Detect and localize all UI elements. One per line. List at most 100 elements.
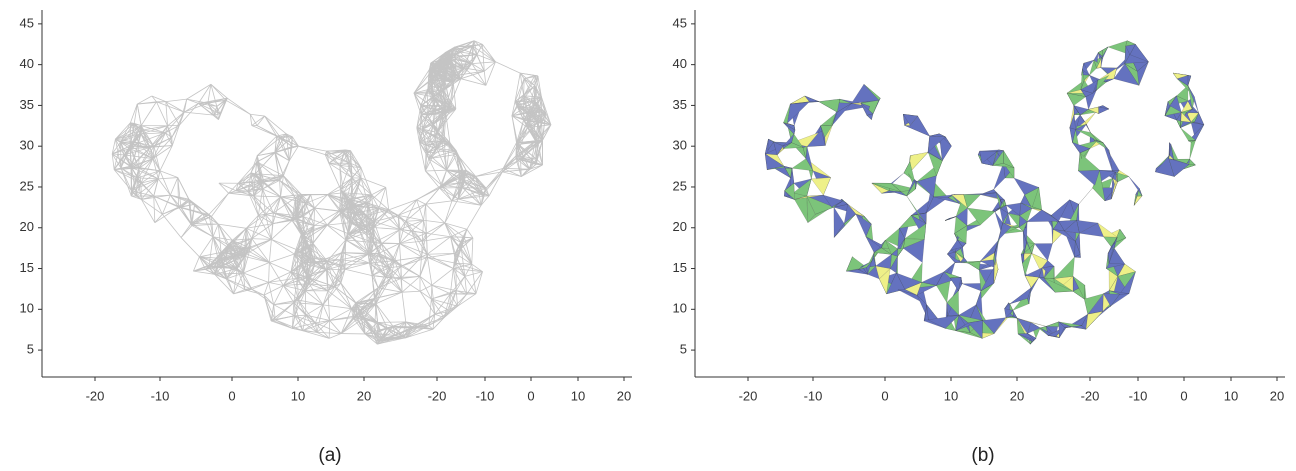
mesh-face: [1177, 120, 1181, 128]
mesh-face: [811, 178, 830, 196]
mesh-edge: [238, 162, 257, 183]
x-tick-label: 0: [228, 388, 235, 403]
mesh-edge: [226, 100, 250, 114]
mesh-edge: [402, 291, 420, 292]
mesh-edge: [432, 285, 451, 293]
x-tick-label: -10: [1129, 388, 1148, 403]
panel: 51015202530354045-20-1001020-20-1001020(…: [20, 10, 632, 466]
mesh-edge: [472, 238, 473, 264]
mesh-edge: [451, 237, 473, 238]
mesh-edge: [432, 285, 456, 290]
x-tick-label: 0: [881, 388, 888, 403]
mesh-edge: [474, 41, 482, 45]
y-tick-label: 30: [673, 138, 687, 153]
mesh-edge: [428, 258, 432, 286]
mesh-face: [1076, 129, 1098, 140]
mesh-edge: [386, 187, 389, 209]
x-tick-label: 20: [357, 388, 371, 403]
mesh-edge: [375, 277, 386, 298]
mesh-edge: [269, 254, 294, 263]
mesh-face: [1190, 140, 1196, 159]
mesh-edge: [382, 229, 401, 243]
mesh-face: [1025, 276, 1039, 288]
y-tick-label: 25: [20, 178, 34, 193]
mesh-edge: [329, 334, 341, 339]
caption: (a): [318, 445, 341, 466]
x-tick-label: 0: [1180, 388, 1187, 403]
mesh-edge: [166, 99, 187, 101]
mesh-edge: [495, 62, 520, 73]
mesh-edge: [401, 266, 402, 292]
mesh-edge: [162, 214, 181, 237]
mesh-edge: [170, 178, 177, 196]
mesh-face: [1078, 153, 1099, 171]
mesh-edge: [395, 244, 400, 261]
mesh-edge: [271, 239, 294, 254]
mesh-edge: [420, 276, 431, 299]
mesh-edge: [134, 104, 137, 123]
x-tick-label: 10: [1224, 388, 1238, 403]
mesh-edge: [137, 104, 141, 126]
y-tick-label: 40: [673, 56, 687, 71]
mesh-edge: [274, 305, 295, 316]
mesh-face: [1188, 75, 1191, 85]
mesh-edge: [462, 188, 486, 189]
mesh-edge: [250, 114, 264, 116]
mesh-edge: [219, 183, 229, 193]
mesh-face: [794, 196, 807, 223]
y-tick-label: 10: [673, 301, 687, 316]
mesh-face: [995, 223, 1003, 253]
mesh-edge: [521, 165, 542, 177]
y-tick-label: 15: [673, 260, 687, 275]
mesh-edge: [327, 223, 350, 225]
mesh-edge: [314, 195, 327, 208]
mesh-face: [1079, 185, 1095, 204]
mesh-edge: [269, 263, 270, 283]
mesh-edge: [417, 188, 440, 200]
mesh-face: [945, 217, 956, 221]
mesh: [765, 41, 1204, 344]
x-tick-label: 0: [527, 388, 534, 403]
mesh-edge: [420, 285, 432, 291]
mesh-edge: [130, 104, 137, 123]
mesh-edge: [489, 172, 502, 196]
mesh-edge: [271, 239, 297, 250]
mesh-face: [898, 248, 904, 256]
mesh-face: [967, 208, 994, 225]
mesh-edge: [425, 171, 441, 185]
mesh-edge: [209, 193, 229, 214]
x-tick-label: -20: [1081, 388, 1100, 403]
mesh-face: [834, 207, 844, 237]
mesh-edge: [399, 244, 400, 267]
mesh-edge: [425, 170, 446, 171]
y-tick-label: 45: [673, 15, 687, 30]
x-tick-label: 20: [1270, 388, 1284, 403]
mesh-edge: [218, 224, 246, 228]
mesh-edge: [425, 171, 439, 188]
mesh-edge: [211, 193, 228, 216]
mesh-edge: [243, 263, 269, 274]
mesh-edge: [141, 102, 156, 126]
mesh-edge: [426, 204, 445, 223]
mesh-edge: [168, 126, 173, 146]
mesh-edge: [427, 254, 453, 268]
mesh-edge: [181, 238, 199, 257]
mesh-edge: [421, 257, 427, 258]
mesh-face: [1189, 159, 1195, 165]
mesh-edge: [283, 161, 289, 176]
y-tick-label: 30: [20, 138, 34, 153]
mesh-edge: [280, 180, 281, 196]
x-tick-label: -20: [739, 388, 758, 403]
mesh-edge: [399, 244, 421, 257]
mesh-edge: [467, 294, 476, 295]
y-tick-label: 20: [673, 219, 687, 234]
x-tick-label: -20: [428, 388, 447, 403]
mesh-edge: [252, 239, 272, 240]
x-tick-label: -10: [804, 388, 823, 403]
panel: 51015202530354045-20-1001020-20-1001020(…: [673, 10, 1285, 466]
y-tick-label: 40: [20, 56, 34, 71]
mesh-edge: [305, 287, 334, 291]
mesh-edge: [432, 268, 454, 285]
mesh-edge: [154, 196, 155, 223]
mesh-face: [1099, 107, 1109, 114]
